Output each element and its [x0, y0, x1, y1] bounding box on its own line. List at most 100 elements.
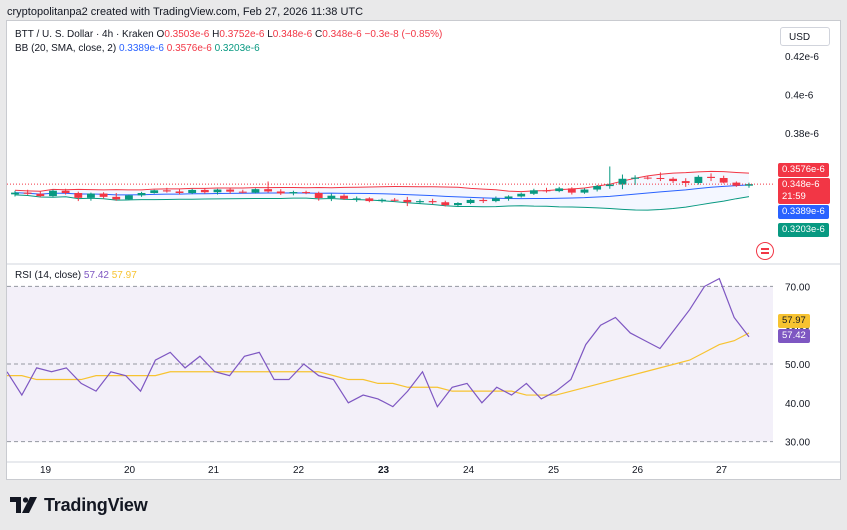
candle-body [517, 193, 526, 197]
time-tick-label: 25 [548, 465, 560, 476]
rsi-label[interactable]: RSI (14, close) [15, 270, 82, 281]
candle-body [454, 203, 462, 206]
candle-body [593, 186, 602, 190]
candle-body [200, 189, 209, 193]
candle-body [302, 192, 310, 194]
last-price-value: 0.348e-6 [782, 179, 820, 190]
rsi-tick-label: 40.00 [785, 399, 810, 410]
candle-body [378, 199, 386, 202]
low-value: 0.348e-6 [272, 29, 313, 40]
rsi-tick-label: 50.00 [785, 360, 810, 371]
currency-button[interactable]: USD [780, 27, 830, 46]
time-tick-label: 19 [40, 465, 52, 476]
bb-upper-price-label: 0.3576e-6 [778, 163, 829, 177]
candle-body [352, 198, 361, 200]
candle-body [112, 196, 121, 200]
time-tick-label: 24 [463, 465, 475, 476]
candle-body [327, 195, 336, 199]
candle-body [567, 188, 576, 193]
time-tick-label: 26 [632, 465, 644, 476]
candle-body [605, 184, 614, 187]
bb-fill [15, 171, 749, 211]
open-value: 0.3503e-6 [164, 29, 210, 40]
candle-body [390, 199, 399, 201]
alert-icon[interactable] [756, 242, 774, 260]
rsi-line [7, 277, 750, 408]
candle-body [213, 189, 222, 193]
bb-lower-price-label: 0.3203e-6 [778, 223, 829, 237]
candle-body [124, 195, 133, 200]
candle-body [529, 190, 538, 194]
candle-body [137, 193, 146, 196]
candle-body [150, 190, 159, 194]
candle-body [643, 177, 652, 179]
bb-basis-line [14, 184, 750, 200]
low-label: L [267, 29, 273, 40]
candle-body [504, 196, 513, 199]
rsi-legend: RSI (14, close) 57.42 57.97 [15, 270, 137, 281]
candle-body [49, 190, 57, 197]
rsi-ma-value: 57.97 [111, 270, 137, 281]
candle-body [251, 189, 260, 193]
chart-frame[interactable]: 0.42e-60.4e-60.38e-670.0060.0050.0040.00… [6, 20, 841, 480]
bar-countdown: 21:59 [782, 191, 806, 202]
close-value: 0.348e-6 [322, 29, 362, 40]
candle-body [314, 193, 323, 199]
candle-body [681, 181, 690, 183]
candle-body [669, 178, 677, 182]
rsi-value: 57.42 [83, 270, 109, 281]
symbol-label[interactable]: BTT / U. S. Dollar · 4h · Kraken [15, 29, 154, 40]
candle-body [289, 192, 298, 194]
rsi-ma-axis-label: 57.97 [778, 314, 810, 328]
price-tick-label: 0.38e-6 [785, 129, 819, 140]
candle-body [491, 198, 500, 202]
candle-body [618, 178, 627, 185]
time-tick-label: 23 [378, 465, 390, 476]
candle-body [99, 193, 108, 197]
high-value: 0.3752e-6 [219, 29, 265, 40]
rsi-tick-label: 30.00 [785, 438, 810, 449]
chart-canvas[interactable]: 0.42e-60.4e-60.38e-670.0060.0050.0040.00… [7, 21, 840, 479]
candle-body [162, 190, 171, 192]
chart-caption: cryptopolitanpa2 created with TradingVie… [7, 6, 364, 18]
candle-body [61, 190, 70, 194]
tradingview-icon [10, 497, 37, 513]
candle-body [656, 177, 665, 179]
bb-basis-value: 0.3389e-6 [118, 43, 164, 54]
bb-lower-value: 0.3203e-6 [214, 43, 260, 54]
candle-body [264, 189, 273, 192]
candle-body [631, 177, 640, 179]
candle-body [441, 202, 450, 206]
bb-upper-line [14, 170, 750, 193]
tradingview-logo[interactable]: TradingView [10, 494, 148, 516]
close-label: C [315, 29, 323, 40]
last-price-label: 0.348e-6 21:59 [778, 178, 830, 204]
candle-body [365, 198, 374, 202]
candle-body [694, 176, 703, 183]
bb-label[interactable]: BB (20, SMA, close, 2) [15, 43, 117, 54]
time-tick-label: 22 [293, 465, 305, 476]
time-tick-label: 21 [208, 465, 220, 476]
candle-body [175, 191, 184, 194]
high-label: H [212, 29, 220, 40]
candle-body [707, 176, 715, 178]
candle-body [238, 191, 247, 193]
change-value: −0.3e-8 (−0.85%) [364, 29, 443, 40]
candle-body [403, 199, 412, 203]
time-tick-label: 20 [124, 465, 136, 476]
candle-body [74, 193, 83, 198]
candle-body [745, 184, 753, 186]
candle-body [428, 201, 437, 203]
bb-upper-value: 0.3576e-6 [166, 43, 212, 54]
brand-name: TradingView [44, 494, 148, 515]
candle-body [36, 193, 45, 197]
candle-body [87, 193, 95, 198]
rsi-ma-line [7, 332, 750, 396]
candle-body [555, 188, 564, 192]
time-tick-label: 27 [716, 465, 728, 476]
candle-body [542, 190, 551, 192]
open-label: O [156, 29, 165, 40]
candle-body [580, 189, 589, 193]
candle-body [11, 192, 19, 195]
bb-legend: BB (20, SMA, close, 2) 0.3389e-6 0.3576e… [15, 43, 260, 54]
